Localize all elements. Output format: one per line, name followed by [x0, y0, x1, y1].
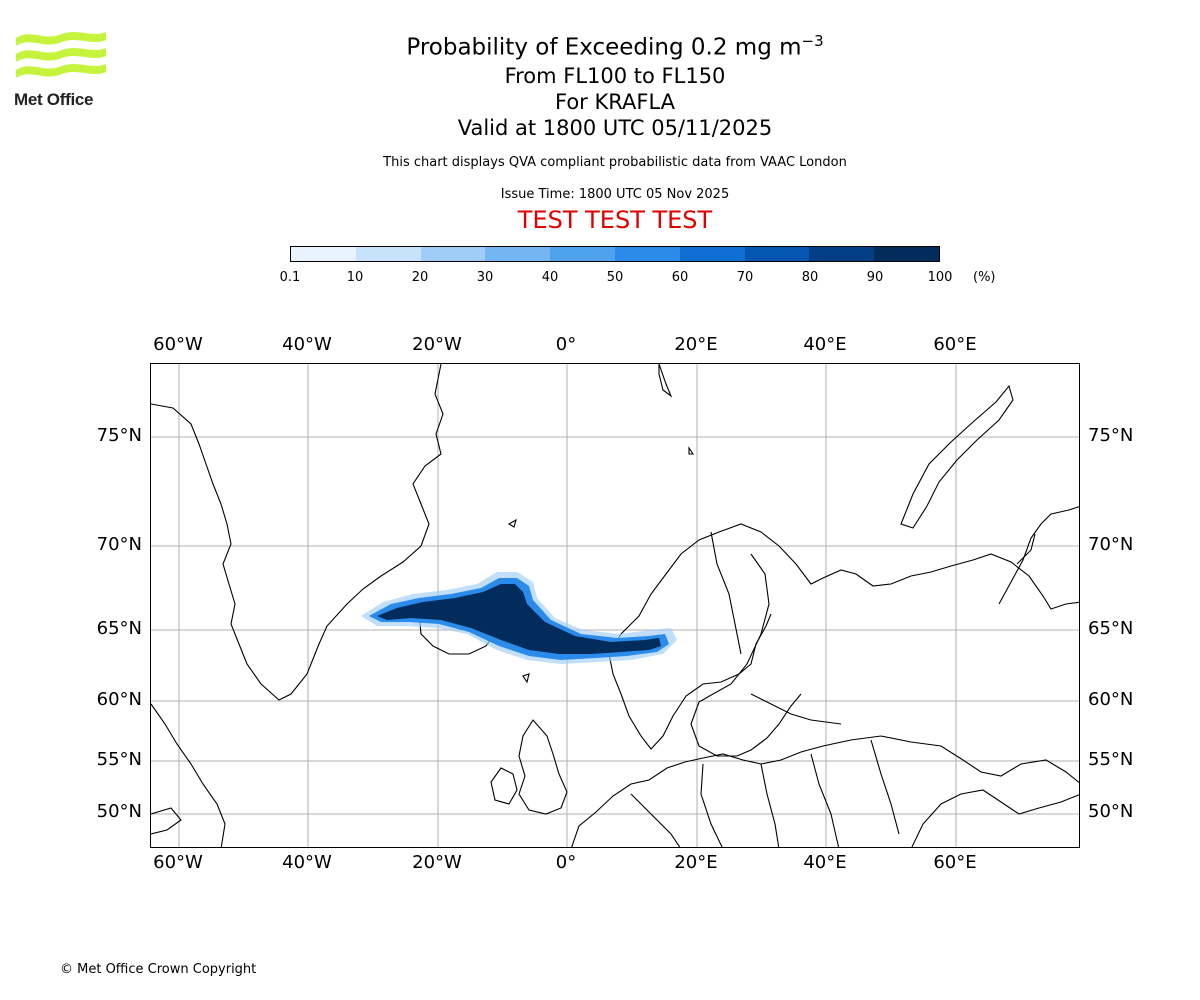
latitude-label: 75°N: [96, 425, 142, 446]
chart-titles: Probability of Exceeding 0.2 mg m−3 From…: [0, 26, 1200, 234]
colorbar-tick-label: 20: [411, 270, 429, 285]
map-panel: [150, 363, 1080, 848]
colorbar-tick-label: 70: [736, 270, 754, 285]
longitude-label: 60°E: [933, 852, 977, 873]
ash-plume: [361, 572, 677, 664]
scandinavia-coast: [608, 523, 1079, 695]
latitude-label: 60°N: [96, 689, 142, 710]
ireland-coast: [490, 767, 518, 805]
graticule: [151, 364, 1079, 847]
colorbar-segment: [744, 247, 810, 261]
latitude-label: 50°N: [96, 801, 142, 822]
colorbar-tick-label: 50: [606, 270, 624, 285]
latitude-label: 55°N: [96, 749, 142, 770]
colorbar-tick-label: 30: [476, 270, 494, 285]
latitude-label: 75°N: [1088, 425, 1134, 446]
colorbar-tick-label: 90: [866, 270, 884, 285]
svalbard-coast: [658, 364, 673, 398]
colorbar-tick-label: 40: [541, 270, 559, 285]
logo-text: Met Office: [14, 90, 94, 109]
test-banner: TEST TEST TEST: [517, 205, 713, 234]
longitude-label: 60°E: [933, 334, 977, 355]
met-office-logo: Met Office: [14, 28, 110, 114]
coastlines: [151, 364, 1079, 847]
chart-title-superscript: −3: [801, 32, 824, 50]
colorbar-segment: [550, 247, 615, 261]
latitude-label: 65°N: [96, 618, 142, 639]
colorbar-tick-label: 10: [346, 270, 364, 285]
longitude-label: 40°E: [803, 334, 847, 355]
latitude-label: 60°N: [1088, 689, 1134, 710]
longitude-label: 40°E: [803, 852, 847, 873]
latitude-label: 50°N: [1088, 801, 1134, 822]
longitude-label: 20°W: [412, 852, 462, 873]
longitude-label: 20°E: [674, 852, 718, 873]
chart-title: Probability of Exceeding 0.2 mg m−3: [0, 26, 1200, 63]
great-britain-coast: [518, 719, 568, 815]
colorbar-segment: [355, 247, 421, 261]
longitude-label: 0°: [555, 334, 577, 355]
chart-title-text: Probability of Exceeding 0.2 mg m: [406, 34, 802, 61]
latitude-label: 70°N: [96, 534, 142, 555]
colorbar-segment: [614, 247, 680, 261]
longitude-label: 20°E: [674, 334, 718, 355]
colorbar-segment: [874, 247, 939, 261]
greenland-coast: [151, 364, 444, 701]
longitude-label: 20°W: [412, 334, 462, 355]
colorbar-unit: (%): [973, 270, 996, 285]
longitude-label: 40°W: [282, 852, 332, 873]
volcano-name: For KRAFLA: [555, 89, 675, 114]
europe-coast: [571, 735, 1079, 847]
longitude-label: 60°W: [153, 334, 203, 355]
valid-time: Valid at 1800 UTC 05/11/2025: [457, 115, 773, 140]
map-svg: [151, 364, 1079, 847]
probability-colorbar: [290, 246, 940, 262]
colorbar-tick-label: 0.1: [279, 270, 301, 285]
latitude-label: 70°N: [1088, 534, 1134, 555]
colorbar-segment: [485, 247, 551, 261]
met-office-wave-icon: [16, 32, 106, 78]
latitude-label: 55°N: [1088, 749, 1134, 770]
colorbar-tick-label: 80: [801, 270, 819, 285]
flight-levels: From FL100 to FL150: [504, 63, 726, 88]
colorbar-segment: [291, 247, 356, 261]
colorbar-segment: [420, 247, 486, 261]
longitude-label: 40°W: [282, 334, 332, 355]
copyright-notice: © Met Office Crown Copyright: [60, 962, 257, 977]
data-note: This chart displays QVA compliant probab…: [383, 154, 847, 170]
latitude-label: 65°N: [1088, 618, 1134, 639]
colorbar-segment: [679, 247, 745, 261]
plume-core: [377, 584, 661, 654]
longitude-label: 0°: [555, 852, 577, 873]
novaya-zemlya-coast: [900, 384, 1014, 529]
colorbar-segment: [809, 247, 875, 261]
colorbar-tick-label: 100: [927, 270, 953, 285]
colorbar-tick-label: 60: [671, 270, 689, 285]
issue-time: Issue Time: 1800 UTC 05 Nov 2025: [500, 186, 730, 202]
longitude-label: 60°W: [153, 852, 203, 873]
